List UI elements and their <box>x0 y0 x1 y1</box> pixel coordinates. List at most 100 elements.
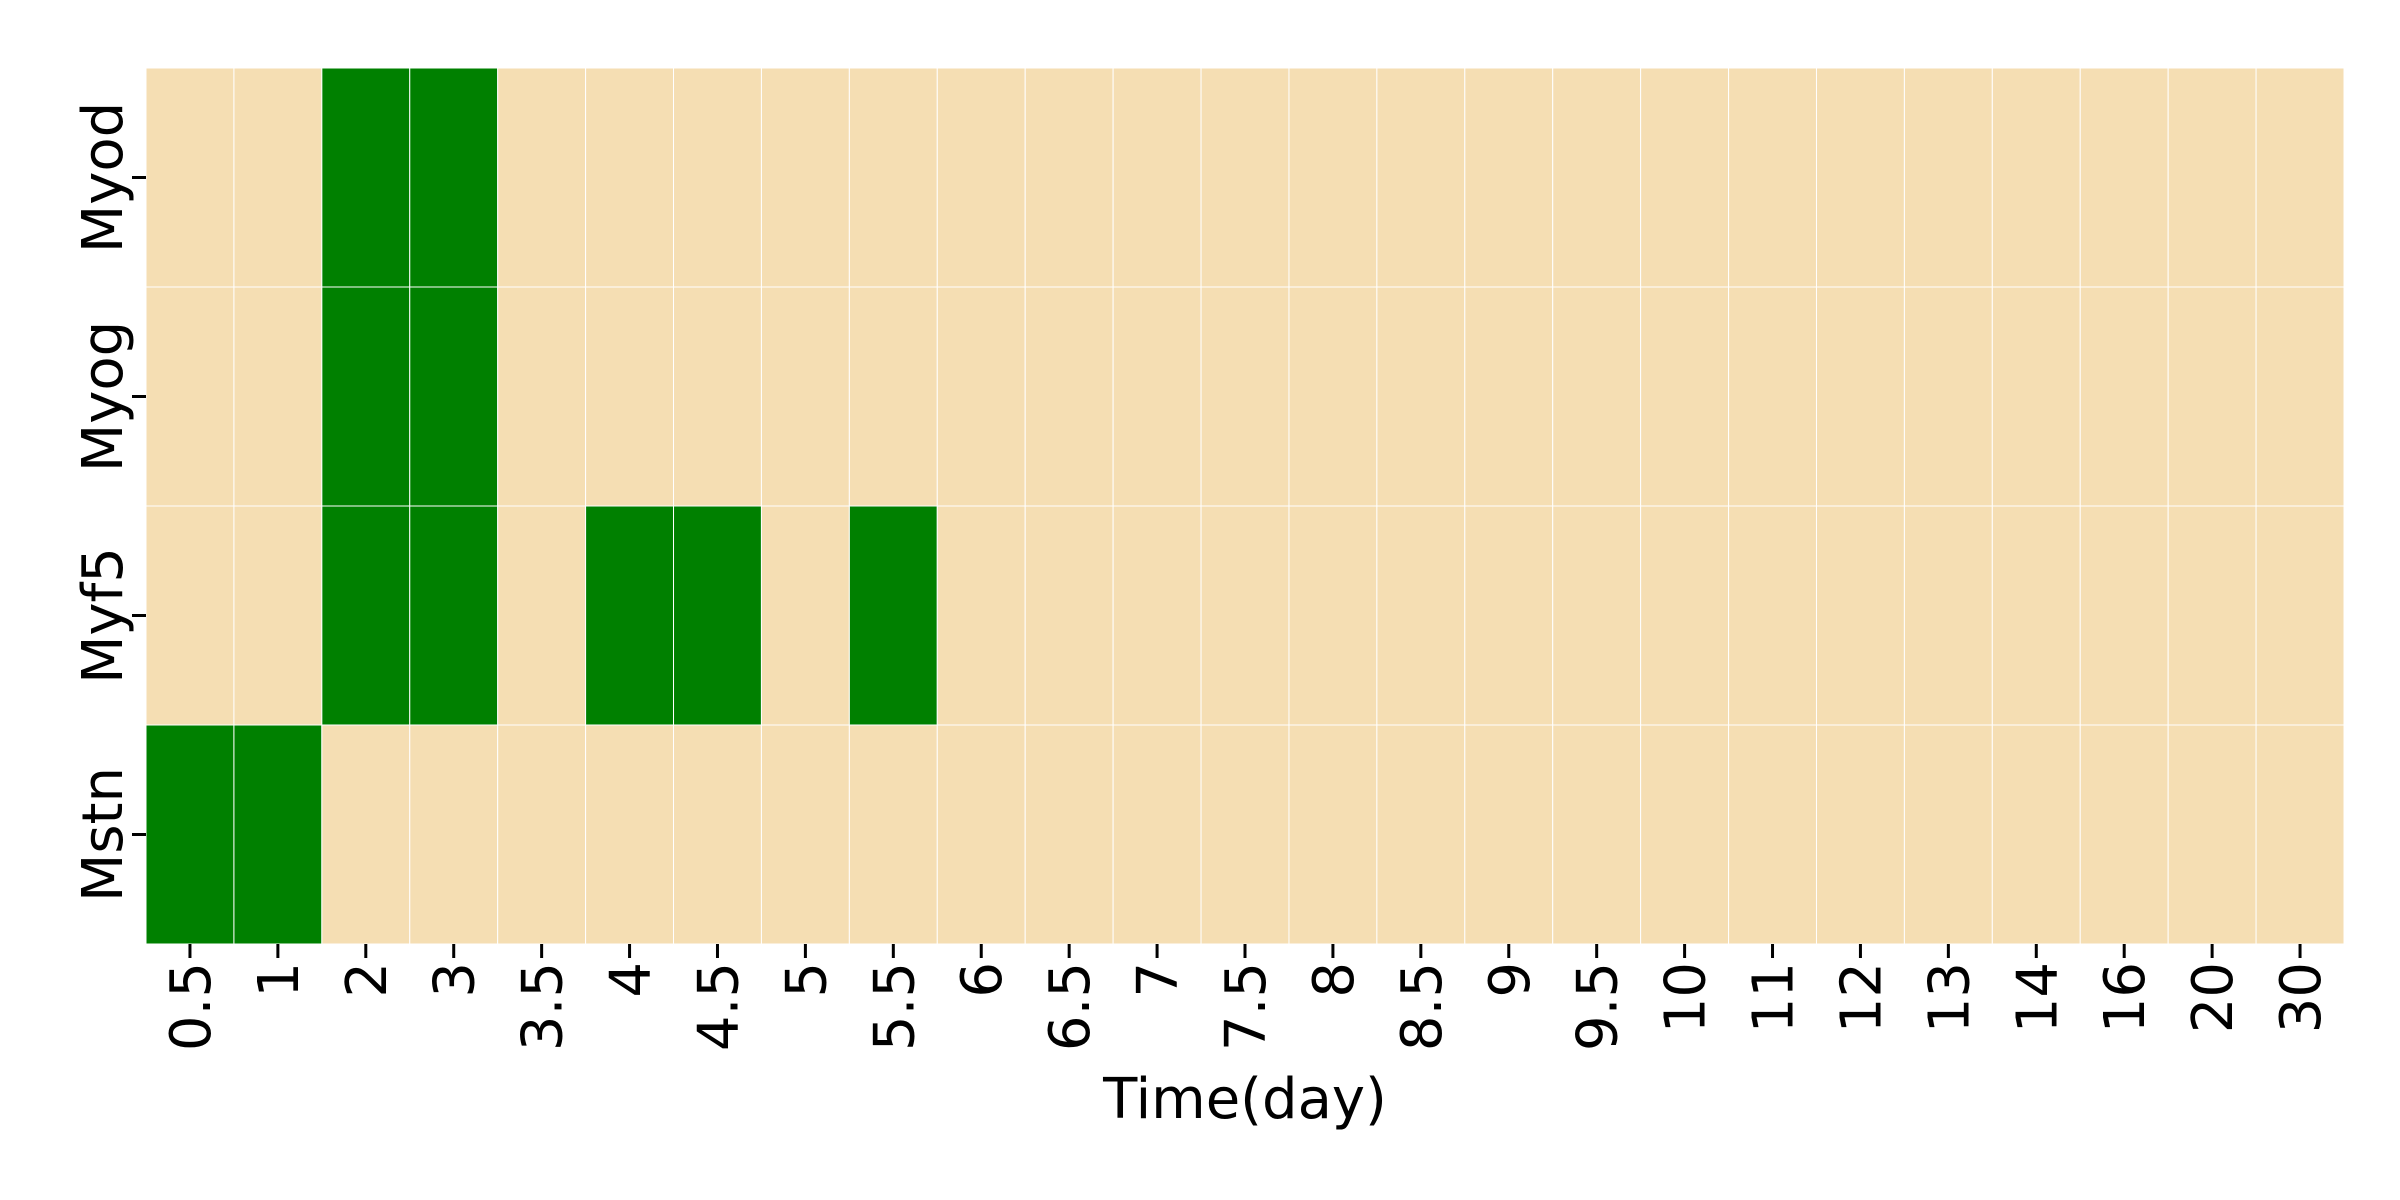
heatmap-cell <box>497 286 587 507</box>
heatmap-cell <box>1024 286 1114 507</box>
heatmap-cell <box>1991 67 2081 288</box>
heatmap-cell <box>321 724 411 945</box>
heatmap-cell <box>1552 724 1642 945</box>
heatmap-cell <box>1815 505 1905 726</box>
heatmap-cell <box>321 286 411 507</box>
heatmap-cell <box>1815 286 1905 507</box>
heatmap-cell <box>760 67 850 288</box>
x-tick-label: 4.5 <box>686 962 751 1051</box>
heatmap-cell <box>233 724 323 945</box>
heatmap-cell <box>2167 67 2257 288</box>
heatmap-cell <box>848 505 938 726</box>
heatmap-cell <box>1200 505 1290 726</box>
heatmap-cell <box>760 724 850 945</box>
y-tick-label: Myod <box>71 102 136 253</box>
heatmap-cell <box>1112 286 1202 507</box>
x-tick-label: 5 <box>774 962 839 998</box>
heatmap-cell <box>233 505 323 726</box>
heatmap-cell <box>760 505 850 726</box>
heatmap-cell <box>1728 505 1817 726</box>
x-tick-label: 8 <box>1302 962 1367 998</box>
heatmap-cell <box>1288 505 1378 726</box>
x-tick-label: 7 <box>1126 962 1191 998</box>
heatmap-cell <box>1464 286 1554 507</box>
heatmap-cell <box>1991 724 2081 945</box>
heatmap-cell <box>1288 67 1378 288</box>
heatmap-cell <box>2079 724 2169 945</box>
x-tick-label: 7.5 <box>1214 962 1279 1051</box>
heatmap-cell <box>673 286 762 507</box>
heatmap-cell <box>585 286 675 507</box>
heatmap-cell <box>1288 286 1378 507</box>
heatmap-cell <box>673 724 762 945</box>
heatmap-cell <box>1552 67 1642 288</box>
heatmap-cell <box>1903 724 1993 945</box>
x-tick-label: 1 <box>247 962 312 998</box>
heatmap-cell <box>1552 505 1642 726</box>
heatmap-cell <box>1376 724 1466 945</box>
heatmap-cell <box>2079 67 2169 288</box>
x-tick-label: 6 <box>950 962 1015 998</box>
heatmap-cell <box>848 286 938 507</box>
heatmap-cell <box>1288 724 1378 945</box>
heatmap-cell <box>1640 724 1730 945</box>
heatmap-cell <box>1991 505 2081 726</box>
x-tick-label: 5.5 <box>862 962 927 1051</box>
y-tick-label: Myog <box>71 321 136 472</box>
heatmap-cell <box>585 67 675 288</box>
x-tick-label: 12 <box>1829 962 1894 1033</box>
x-tick-label: 6.5 <box>1038 962 1103 1051</box>
heatmap-cell <box>1640 67 1730 288</box>
heatmap-cell <box>321 505 411 726</box>
heatmap-cell <box>409 505 499 726</box>
heatmap-cell <box>1200 67 1290 288</box>
heatmap-cell <box>1024 67 1114 288</box>
heatmap-cell <box>1815 724 1905 945</box>
heatmap-cell <box>1903 505 1993 726</box>
heatmap-cell <box>145 724 235 945</box>
heatmap-cell <box>409 67 499 288</box>
heatmap-cell <box>145 286 235 507</box>
heatmap-cell <box>1112 724 1202 945</box>
heatmap-cell <box>233 67 323 288</box>
heatmap-cell <box>1903 67 1993 288</box>
heatmap-cell <box>2079 286 2169 507</box>
heatmap-cell <box>1464 724 1554 945</box>
heatmap-cell <box>233 286 323 507</box>
heatmap-cell <box>1464 67 1554 288</box>
x-tick-label: 2 <box>335 962 400 998</box>
heatmap-cell <box>1024 724 1114 945</box>
heatmap-cell <box>2255 724 2345 945</box>
x-tick-label: 0.5 <box>159 962 224 1051</box>
heatmap-cell <box>936 505 1026 726</box>
heatmap-cell <box>1728 286 1817 507</box>
heatmap-cell <box>1112 505 1202 726</box>
heatmap-cell <box>936 286 1026 507</box>
heatmap-cell <box>1376 286 1466 507</box>
heatmap-cell <box>673 67 762 288</box>
heatmap-cell <box>1376 67 1466 288</box>
heatmap-cell <box>497 67 587 288</box>
y-tick-label: Myf5 <box>71 547 136 684</box>
x-tick-label: 14 <box>2005 962 2070 1033</box>
heatmap-cell <box>1991 286 2081 507</box>
heatmap-cell <box>1376 505 1466 726</box>
heatmap-cell <box>2079 505 2169 726</box>
x-tick-label: 11 <box>1742 962 1807 1033</box>
heatmap-cell <box>1640 286 1730 507</box>
heatmap-cell <box>409 286 499 507</box>
heatmap-cell <box>848 67 938 288</box>
heatmap-cell <box>409 724 499 945</box>
x-tick-label: 8.5 <box>1390 962 1455 1051</box>
heatmap-cell <box>2255 67 2345 288</box>
x-axis: 0.5 1 2 3 3.5 4 4.5 5 5.5 6 6.5 7 7.5 8 8.5 9 9.5 10 11 12 1… <box>159 944 2334 1051</box>
heatmap-cell <box>497 724 587 945</box>
heatmap-cell <box>1640 505 1730 726</box>
heatmap-cell <box>673 505 762 726</box>
heatmap-cell <box>1200 286 1290 507</box>
x-tick-label: 3.5 <box>511 962 576 1051</box>
x-tick-label: 13 <box>1917 962 1982 1033</box>
x-axis-label: Time(day) <box>1102 1067 1387 1132</box>
heatmap-cell <box>2167 505 2257 726</box>
heatmap-cell <box>2167 286 2257 507</box>
